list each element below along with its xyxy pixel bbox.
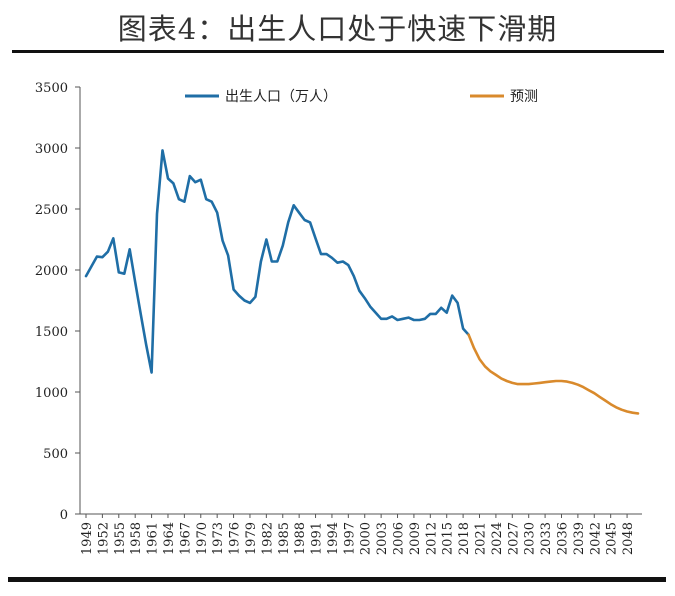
x-tick-label: 1970 bbox=[195, 522, 210, 555]
x-tick-label: 2003 bbox=[375, 522, 390, 555]
x-tick-label: 2015 bbox=[441, 522, 456, 555]
x-tick-label: 2006 bbox=[392, 522, 407, 555]
series-lines bbox=[84, 149, 640, 415]
x-tick-label: 1964 bbox=[162, 522, 177, 555]
y-tick-label: 0 bbox=[60, 508, 68, 523]
x-tick-label: 2036 bbox=[555, 522, 570, 555]
series-line-1 bbox=[467, 333, 640, 415]
x-tick-label: 1982 bbox=[260, 522, 275, 555]
x-tick-label: 1949 bbox=[80, 522, 95, 555]
top-rule bbox=[12, 50, 664, 53]
x-tick-label: 2033 bbox=[539, 522, 554, 555]
x-tick-label: 2039 bbox=[572, 522, 587, 555]
bottom-rule bbox=[8, 577, 666, 582]
legend-label-1: 预测 bbox=[510, 89, 538, 105]
x-tick-label: 1985 bbox=[277, 522, 292, 555]
series-line-0 bbox=[84, 149, 470, 374]
y-tick-label: 1500 bbox=[35, 325, 68, 340]
y-tick-label: 3500 bbox=[35, 81, 68, 96]
x-tick-label: 1988 bbox=[293, 522, 308, 555]
chart-title: 图表4：出生人口处于快速下滑期 bbox=[117, 12, 558, 46]
x-tick-label: 1961 bbox=[146, 522, 161, 555]
x-tick-label: 1952 bbox=[96, 522, 111, 555]
x-tick-label: 2012 bbox=[424, 522, 439, 555]
x-tick-label: 2030 bbox=[523, 522, 538, 555]
x-tick-label: 2009 bbox=[408, 522, 423, 555]
x-tick-label: 2018 bbox=[457, 522, 472, 555]
x-tick-label: 1958 bbox=[129, 522, 144, 555]
legend: 出生人口（万人） 预测 bbox=[185, 89, 538, 105]
legend-label-0: 出生人口（万人） bbox=[225, 89, 337, 105]
x-tick-label: 1967 bbox=[178, 522, 193, 555]
x-tick-label: 2048 bbox=[621, 522, 636, 555]
y-tick-label: 500 bbox=[43, 447, 68, 462]
x-tick-label: 1976 bbox=[228, 522, 243, 555]
x-tick-label: 2000 bbox=[359, 522, 374, 555]
y-tick-label: 3000 bbox=[35, 142, 68, 157]
x-tick-label: 1997 bbox=[342, 522, 357, 555]
x-tick-label: 1994 bbox=[326, 522, 341, 555]
x-tick-label: 2045 bbox=[605, 522, 620, 555]
y-tick-label: 2000 bbox=[35, 264, 68, 279]
x-tick-label: 2024 bbox=[490, 522, 505, 555]
x-tick-label: 1991 bbox=[310, 522, 325, 555]
y-tick-label: 1000 bbox=[35, 386, 68, 401]
y-tick-label: 2500 bbox=[35, 203, 68, 218]
x-tick-label: 2027 bbox=[506, 522, 521, 555]
x-tick-label: 1973 bbox=[211, 522, 226, 555]
x-tick-label: 1955 bbox=[113, 522, 128, 555]
x-tick-label: 2042 bbox=[588, 522, 603, 555]
x-tick-label: 2021 bbox=[474, 522, 489, 555]
axes: 0 500 1000 1500 2000 2500 3000 3500 1949 1952 1955… bbox=[35, 81, 642, 555]
x-tick-label: 1979 bbox=[244, 522, 259, 555]
